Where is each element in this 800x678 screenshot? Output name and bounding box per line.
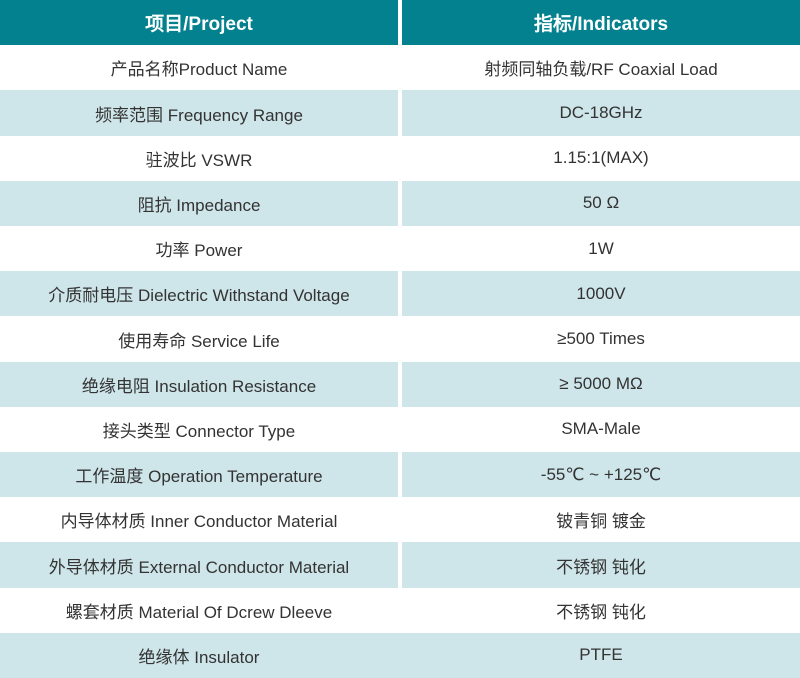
table-row: 内导体材质 Inner Conductor Material 铍青铜 镀金 bbox=[0, 497, 800, 543]
indicator-cell: 射频同轴负载/RF Coaxial Load bbox=[402, 45, 800, 91]
table-row: 功率 Power 1W bbox=[0, 226, 800, 272]
indicator-cell: 铍青铜 镀金 bbox=[402, 497, 800, 543]
table-row: 绝缘电阻 Insulation Resistance ≥ 5000 MΩ bbox=[0, 361, 800, 407]
indicator-cell: -55℃ ~ +125℃ bbox=[402, 452, 800, 498]
indicator-cell: 不锈钢 钝化 bbox=[402, 587, 800, 633]
table-row: 产品名称Product Name 射频同轴负载/RF Coaxial Load bbox=[0, 45, 800, 91]
project-cell: 阻抗 Impedance bbox=[0, 180, 398, 227]
header-cell-indicators: 指标/Indicators bbox=[402, 0, 800, 46]
project-cell: 绝缘电阻 Insulation Resistance bbox=[0, 361, 398, 407]
indicator-cell: SMA-Male bbox=[402, 406, 800, 453]
table-row: 接头类型 Connector Type SMA-Male bbox=[0, 406, 800, 453]
indicator-cell: 1.15:1(MAX) bbox=[402, 135, 800, 181]
table-row: 阻抗 Impedance 50 Ω bbox=[0, 180, 800, 227]
project-cell: 绝缘体 Insulator bbox=[0, 632, 398, 678]
project-cell: 内导体材质 Inner Conductor Material bbox=[0, 497, 398, 543]
project-cell: 驻波比 VSWR bbox=[0, 135, 398, 181]
table-row: 使用寿命 Service Life ≥500 Times bbox=[0, 316, 800, 362]
indicator-cell: 1000V bbox=[402, 271, 800, 317]
project-cell: 频率范围 Frequency Range bbox=[0, 90, 398, 136]
indicator-cell: DC-18GHz bbox=[402, 90, 800, 136]
project-cell: 外导体材质 External Conductor Material bbox=[0, 542, 398, 588]
indicator-cell: ≥500 Times bbox=[402, 316, 800, 362]
project-cell: 介质耐电压 Dielectric Withstand Voltage bbox=[0, 271, 398, 317]
project-cell: 工作温度 Operation Temperature bbox=[0, 452, 398, 498]
indicator-cell: 不锈钢 钝化 bbox=[402, 542, 800, 588]
table-row: 频率范围 Frequency Range DC-18GHz bbox=[0, 90, 800, 136]
header-cell-project: 项目/Project bbox=[0, 0, 398, 46]
project-cell: 功率 Power bbox=[0, 226, 398, 272]
indicator-cell: PTFE bbox=[402, 632, 800, 678]
project-cell: 使用寿命 Service Life bbox=[0, 316, 398, 362]
table-row: 介质耐电压 Dielectric Withstand Voltage 1000V bbox=[0, 271, 800, 317]
project-cell: 螺套材质 Material Of Dcrew Dleeve bbox=[0, 587, 398, 633]
indicator-cell: 1W bbox=[402, 226, 800, 272]
table-row: 工作温度 Operation Temperature -55℃ ~ +125℃ bbox=[0, 452, 800, 498]
project-cell: 接头类型 Connector Type bbox=[0, 406, 398, 453]
table-header-row: 项目/Project 指标/Indicators bbox=[0, 0, 800, 46]
table-row: 螺套材质 Material Of Dcrew Dleeve 不锈钢 钝化 bbox=[0, 587, 800, 633]
table-row: 绝缘体 Insulator PTFE bbox=[0, 632, 800, 678]
table-row: 驻波比 VSWR 1.15:1(MAX) bbox=[0, 135, 800, 181]
indicator-cell: 50 Ω bbox=[402, 180, 800, 227]
table-row: 外导体材质 External Conductor Material 不锈钢 钝化 bbox=[0, 542, 800, 588]
indicator-cell: ≥ 5000 MΩ bbox=[402, 361, 800, 407]
project-cell: 产品名称Product Name bbox=[0, 45, 398, 91]
